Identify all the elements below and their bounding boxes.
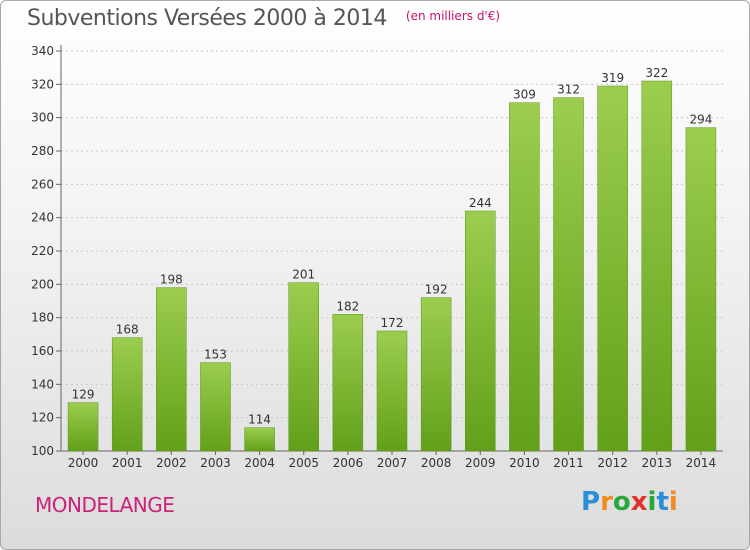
bar-2002 (156, 287, 187, 452)
title-area: Subventions Versées 2000 à 2014 (en mill… (27, 6, 500, 31)
data-label: 129 (72, 388, 95, 402)
chart-title: Subventions Versées 2000 à 2014 (27, 6, 387, 31)
y-tick-label: 320 (31, 77, 54, 91)
data-label: 192 (425, 283, 448, 297)
x-tick-label: 2011 (553, 456, 584, 470)
x-tick-label: 2006 (333, 456, 364, 470)
bar-2001 (111, 337, 143, 452)
proxiti-logo: Proxiti (581, 487, 678, 517)
y-tick-label: 200 (31, 277, 54, 291)
bar-2009 (465, 210, 496, 452)
x-tick-label: 2000 (68, 456, 99, 470)
y-tick-label: 340 (31, 44, 54, 58)
x-tick-label: 2007 (377, 456, 408, 470)
y-tick-label: 240 (31, 211, 54, 225)
y-tick-label: 140 (31, 377, 54, 391)
x-tick-label: 2001 (112, 456, 143, 470)
y-tick-label: 260 (31, 177, 54, 191)
x-tick-label: 2002 (156, 456, 187, 470)
y-tick-label: 280 (31, 144, 54, 158)
data-label: 182 (336, 299, 359, 313)
bar-2014 (685, 127, 717, 452)
x-tick-label: 2005 (288, 456, 319, 470)
x-tick-label: 2014 (686, 456, 717, 470)
data-label: 153 (204, 348, 227, 362)
bar-2008 (420, 297, 452, 452)
y-tick-label: 220 (31, 244, 54, 258)
data-label: 168 (116, 323, 139, 337)
bar-2004 (244, 427, 275, 452)
y-tick-label: 100 (31, 444, 54, 458)
commune-name: MONDELANGE (35, 493, 175, 517)
data-label: 294 (689, 113, 712, 127)
chart-subtitle: (en milliers d'€) (405, 9, 501, 23)
data-label: 198 (160, 273, 183, 287)
bar-2007 (376, 330, 408, 452)
bar-2006 (332, 314, 364, 452)
bar-2005 (288, 282, 319, 452)
x-tick-label: 2008 (421, 456, 452, 470)
x-tick-label: 2013 (642, 456, 673, 470)
data-label: 319 (601, 71, 624, 85)
y-tick-label: 180 (31, 311, 54, 325)
bar-2000 (67, 402, 99, 452)
x-tick-label: 2012 (597, 456, 628, 470)
x-tick-label: 2010 (509, 456, 540, 470)
x-tick-label: 2009 (465, 456, 496, 470)
bar-2012 (597, 85, 628, 452)
x-tick-label: 2003 (200, 456, 231, 470)
data-label: 244 (469, 196, 492, 210)
data-label: 201 (292, 268, 315, 282)
data-label: 322 (645, 66, 668, 80)
data-label: 309 (513, 88, 536, 102)
x-tick-label: 2004 (244, 456, 275, 470)
data-label: 114 (248, 413, 271, 427)
data-label: 172 (381, 316, 404, 330)
data-label: 312 (557, 83, 580, 97)
bar-2010 (509, 102, 540, 452)
y-tick-label: 300 (31, 111, 54, 125)
y-tick-label: 120 (31, 411, 54, 425)
bar-2011 (553, 97, 584, 452)
bar-2003 (200, 362, 231, 452)
y-tick-label: 160 (31, 344, 54, 358)
bar-2013 (641, 80, 673, 452)
